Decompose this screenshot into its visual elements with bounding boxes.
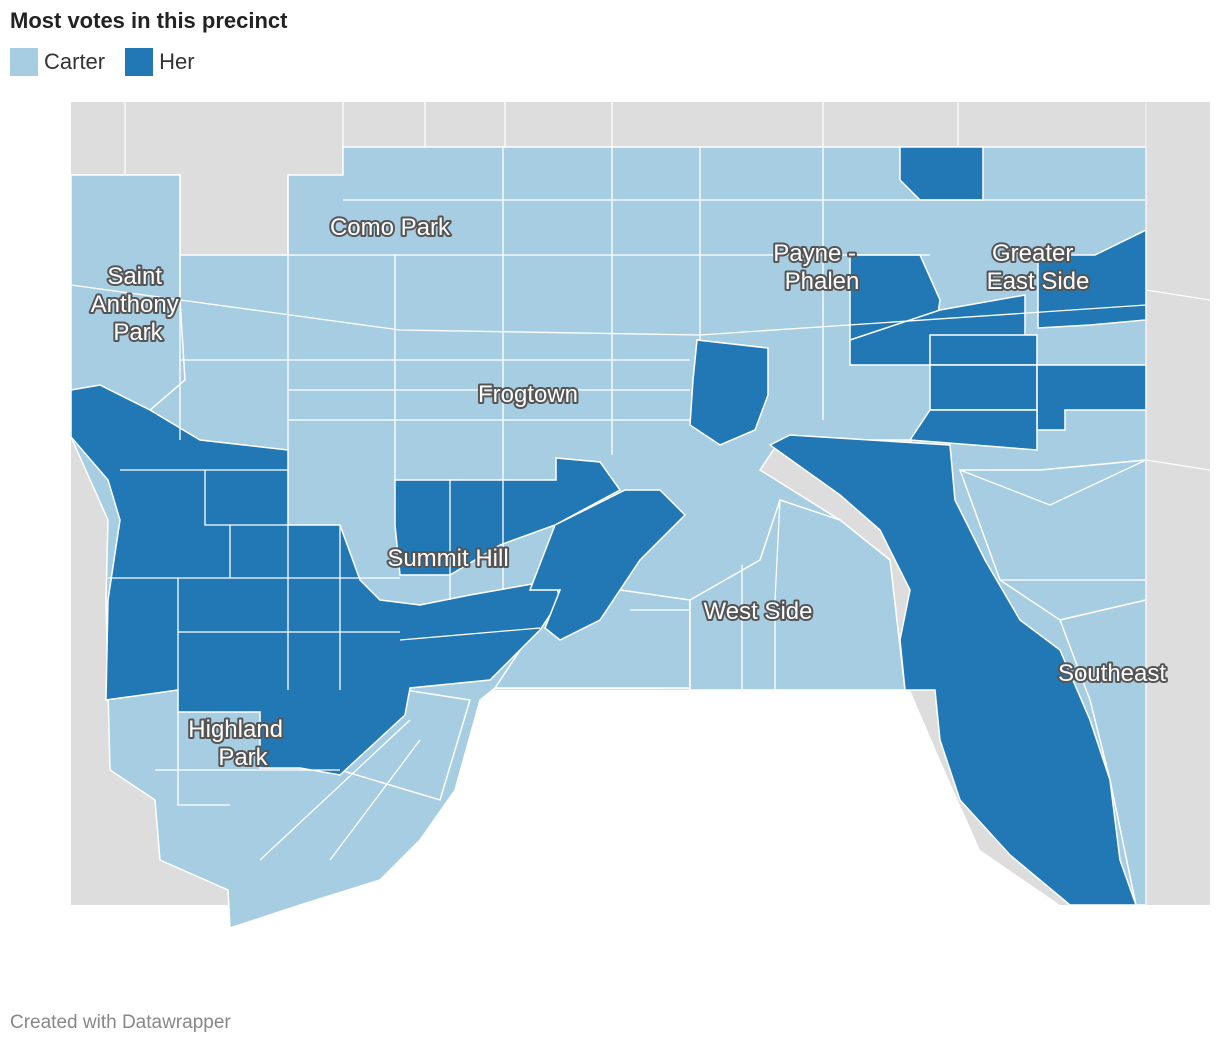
label-greater-east-side: Greater East Side [987,240,1090,295]
label-summit-hill: Summit Hill [387,545,508,572]
neighborhood-labels: Saint Anthony Park Como Park Payne - Pha… [89,212,1169,773]
label-payne-phalen: Payne - Phalen [773,240,862,295]
label-highland-park: Highland Park [188,716,289,771]
precinct-boundaries [70,102,1211,905]
her-precincts [70,146,1147,906]
label-southeast: Southeast [1058,660,1166,687]
label-como-park: Como Park [330,214,451,241]
label-west-side: West Side [704,598,813,625]
legend-label-her: Her [159,49,195,74]
label-frogtown: Frogtown [478,381,578,408]
legend-label-carter: Carter [44,49,106,74]
datawrapper-credit: Created with Datawrapper [10,1012,231,1033]
legend-swatch-carter [10,48,38,76]
mississippi-river [0,690,1210,1048]
map-title: Most votes in this precinct [10,8,288,33]
legend: Carter Her [10,48,215,76]
legend-item-her: Her [125,48,195,76]
legend-swatch-her [125,48,154,76]
label-saint-anthony-park: Saint Anthony Park [91,263,186,346]
legend-item-carter: Carter [10,48,105,76]
